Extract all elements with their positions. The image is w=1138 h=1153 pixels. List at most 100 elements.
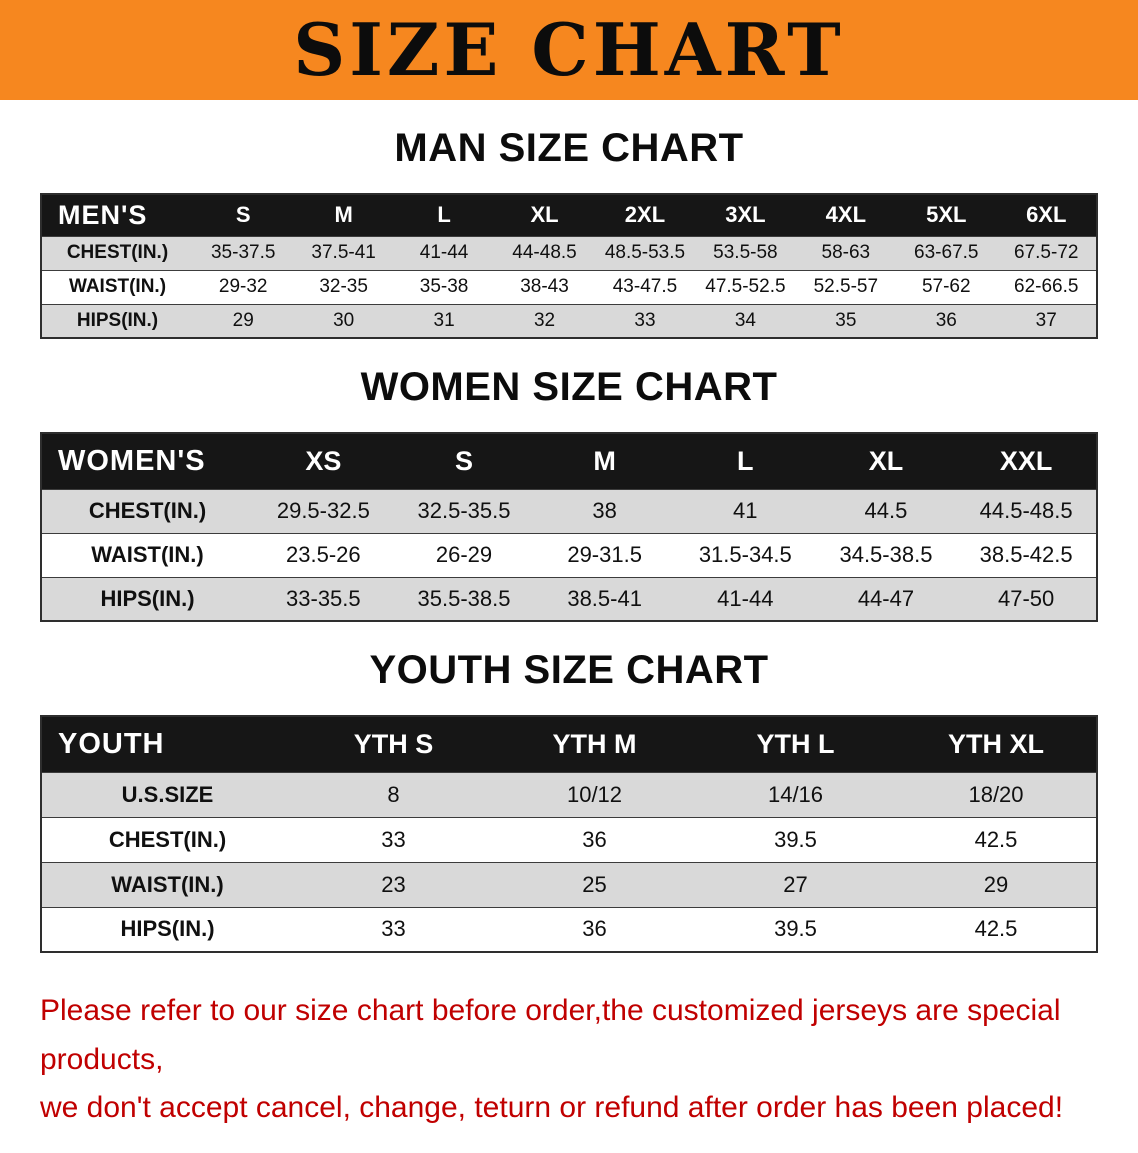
size-value: 35-37.5 [193, 235, 294, 271]
size-value: 23 [293, 861, 494, 908]
size-column-header: S [193, 193, 294, 237]
row-label: CHEST(IN.) [41, 235, 193, 271]
women-size-chart-section: WOMEN SIZE CHART WOMEN'S XS S M L XL XXL CHEST(… [0, 365, 1138, 622]
size-value: 58-63 [795, 235, 897, 271]
size-table-header-row: MEN'S S M L XL 2XL 3XL 4XL 5XL 6XL [41, 193, 1097, 237]
size-value: 37 [996, 303, 1097, 339]
size-column-header: L [393, 193, 495, 237]
size-value: 63-67.5 [896, 235, 997, 271]
size-column-header: XL [494, 193, 595, 237]
size-value: 41 [674, 488, 816, 534]
men-size-chart-heading: MAN SIZE CHART [394, 126, 744, 170]
size-value: 41-44 [393, 235, 495, 271]
size-value: 33 [293, 906, 494, 953]
men-size-chart-section: MAN SIZE CHART MEN'S S M L XL 2XL 3XL 4XL 5XL 6XL… [0, 126, 1138, 339]
size-value: 25 [494, 861, 695, 908]
size-value: 29.5-32.5 [253, 488, 394, 534]
size-value: 30 [293, 303, 394, 339]
size-column-header: L [674, 432, 816, 490]
size-table-row: WAIST(IN.) 23 25 27 29 [41, 861, 1097, 908]
size-table-row: U.S.SIZE 8 10/12 14/16 18/20 [41, 771, 1097, 818]
row-label: WAIST(IN.) [41, 861, 293, 908]
size-value: 39.5 [695, 816, 896, 863]
size-value: 32.5-35.5 [393, 488, 535, 534]
size-value: 48.5-53.5 [594, 235, 696, 271]
size-value: 23.5-26 [253, 532, 394, 578]
size-table-row: WAIST(IN.) 29-32 32-35 35-38 38-43 43-47.5 47.… [41, 269, 1097, 305]
size-value: 67.5-72 [996, 235, 1097, 271]
size-value: 52.5-57 [795, 269, 897, 305]
size-value: 42.5 [896, 816, 1097, 863]
size-column-header: 5XL [896, 193, 997, 237]
size-value: 33-35.5 [253, 576, 394, 622]
size-value: 26-29 [393, 532, 535, 578]
size-column-header: M [293, 193, 394, 237]
size-table-row: WAIST(IN.) 23.5-26 26-29 29-31.5 31.5-34.5 34… [41, 532, 1097, 578]
notice-line-1: Please refer to our size chart before or… [40, 994, 1061, 1076]
size-value: 10/12 [494, 771, 695, 818]
row-label: WAIST(IN.) [41, 532, 253, 578]
size-table-row: CHEST(IN.) 33 36 39.5 42.5 [41, 816, 1097, 863]
size-value: 18/20 [896, 771, 1097, 818]
size-value: 38 [534, 488, 675, 534]
size-column-header: YTH XL [896, 715, 1097, 773]
size-value: 44-47 [815, 576, 957, 622]
size-column-header: 2XL [594, 193, 696, 237]
size-table-row: HIPS(IN.) 33-35.5 35.5-38.5 38.5-41 41-44 44-… [41, 576, 1097, 622]
women-size-chart-heading: WOMEN SIZE CHART [360, 365, 778, 409]
size-value: 36 [896, 303, 997, 339]
size-value: 29 [193, 303, 294, 339]
size-value: 14/16 [695, 771, 896, 818]
table-title-cell: YOUTH [41, 715, 293, 773]
size-value: 8 [293, 771, 494, 818]
size-value: 29-31.5 [534, 532, 675, 578]
size-value: 36 [494, 816, 695, 863]
size-value: 53.5-58 [695, 235, 796, 271]
men-size-table: MEN'S S M L XL 2XL 3XL 4XL 5XL 6XL CHEST(IN.) 35-37… [40, 193, 1098, 339]
size-column-header: 3XL [695, 193, 796, 237]
size-column-header: XXL [956, 432, 1097, 490]
size-column-header: YTH M [494, 715, 695, 773]
size-table-row: HIPS(IN.) 33 36 39.5 42.5 [41, 906, 1097, 953]
size-value: 31 [393, 303, 495, 339]
notice-line-2: we don't accept cancel, change, teturn o… [40, 1091, 1064, 1125]
youth-size-chart-section: YOUTH SIZE CHART YOUTH YTH S YTH M YTH L YTH… [0, 648, 1138, 953]
size-value: 34.5-38.5 [815, 532, 957, 578]
size-value: 39.5 [695, 906, 896, 953]
size-value: 35 [795, 303, 897, 339]
size-value: 38.5-42.5 [956, 532, 1097, 578]
size-table-row: HIPS(IN.) 29 30 31 32 33 34 35 36 37 [41, 303, 1097, 339]
size-value: 44.5-48.5 [956, 488, 1097, 534]
size-value: 57-62 [896, 269, 997, 305]
size-chart-banner: SIZE CHART [0, 0, 1138, 100]
size-value: 33 [594, 303, 696, 339]
table-title-cell: WOMEN'S [41, 432, 253, 490]
order-notice: Please refer to our size chart before or… [40, 987, 1108, 1133]
size-value: 34 [695, 303, 796, 339]
row-label: WAIST(IN.) [41, 269, 193, 305]
size-value: 29 [896, 861, 1097, 908]
size-column-header: 4XL [795, 193, 897, 237]
size-value: 35-38 [393, 269, 495, 305]
size-value: 38-43 [494, 269, 595, 305]
size-column-header: 6XL [996, 193, 1097, 237]
row-label: U.S.SIZE [41, 771, 293, 818]
size-value: 44.5 [815, 488, 957, 534]
size-table-header-row: YOUTH YTH S YTH M YTH L YTH XL [41, 715, 1097, 773]
size-value: 47.5-52.5 [695, 269, 796, 305]
size-value: 42.5 [896, 906, 1097, 953]
size-column-header: YTH S [293, 715, 494, 773]
size-column-header: XS [253, 432, 394, 490]
size-value: 62-66.5 [996, 269, 1097, 305]
size-value: 41-44 [674, 576, 816, 622]
size-column-header: YTH L [695, 715, 896, 773]
row-label: HIPS(IN.) [41, 906, 293, 953]
row-label: CHEST(IN.) [41, 488, 253, 534]
size-column-header: S [393, 432, 535, 490]
row-label: HIPS(IN.) [41, 303, 193, 339]
page-title: SIZE CHART [293, 7, 845, 92]
size-column-header: M [534, 432, 675, 490]
row-label: HIPS(IN.) [41, 576, 253, 622]
size-value: 29-32 [193, 269, 294, 305]
